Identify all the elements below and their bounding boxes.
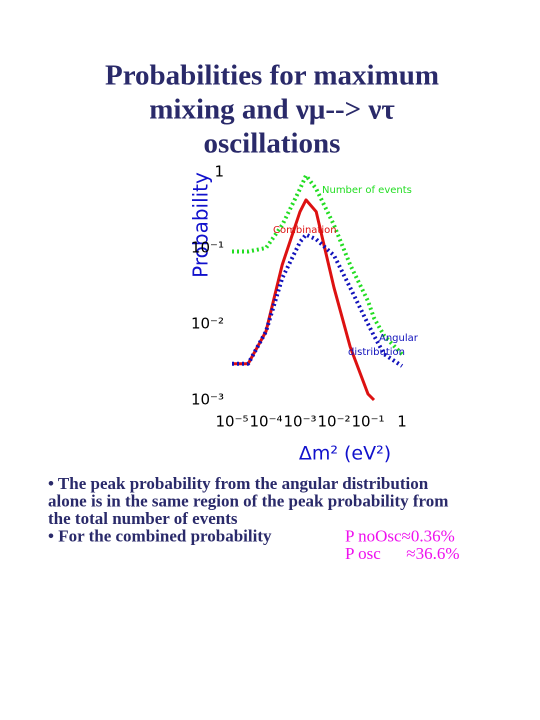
title-line: Probabilities for maximum — [105, 60, 439, 92]
x-tick-label: 10⁻³ — [283, 413, 316, 431]
note-line: alone is in the same region of the peak … — [48, 491, 448, 510]
y-tick-label: 10⁻² — [191, 315, 224, 333]
x-tick-label: 10⁻² — [317, 413, 350, 431]
result-line: P osc ≈36.6% — [345, 544, 459, 563]
x-tick-label: 10⁻⁴ — [249, 413, 282, 431]
curve-label: distribution — [348, 347, 405, 358]
x-tick-label: 10⁻⁵ — [215, 413, 248, 431]
note-line: the total number of events — [48, 509, 238, 528]
note-line: • The peak probability from the angular … — [48, 474, 429, 493]
title-line: oscillations — [204, 128, 341, 160]
x-tick-label: 1 — [397, 413, 407, 431]
title-line: mixing and νμ--> ντ — [149, 94, 395, 126]
x-tick-label: 10⁻¹ — [351, 413, 384, 431]
curve-label: Angular — [379, 333, 419, 344]
curve-label: Number of events — [322, 185, 412, 196]
note-line: • For the combined probability — [48, 526, 272, 545]
series-line — [232, 173, 404, 356]
result-line: P noOsc≈0.36% — [345, 526, 455, 545]
y-tick-label: 10⁻³ — [191, 391, 224, 409]
y-axis-title: Probability — [189, 172, 213, 278]
y-tick-label: 10⁻¹ — [191, 239, 224, 257]
curve-label: Combination — [273, 225, 337, 236]
y-tick-label: 1 — [214, 163, 224, 181]
x-axis-title: Δm² (eV²) — [299, 443, 391, 465]
